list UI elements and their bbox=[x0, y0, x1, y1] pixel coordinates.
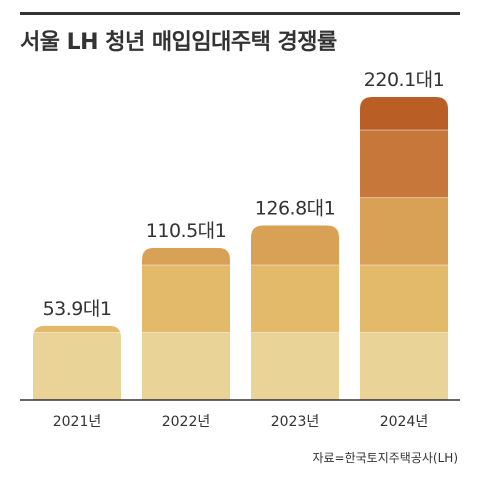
x-tick-label: 2023년 bbox=[271, 414, 320, 430]
bar-band bbox=[360, 332, 448, 400]
bar-band bbox=[251, 225, 339, 266]
bar-band bbox=[33, 325, 121, 334]
bar-band bbox=[142, 247, 230, 266]
data-label: 220.1대1 bbox=[364, 69, 444, 91]
data-label: 126.8대1 bbox=[255, 197, 335, 219]
x-tick-label: 2021년 bbox=[53, 414, 102, 430]
bar bbox=[360, 97, 448, 400]
bar bbox=[33, 325, 121, 400]
bar-band bbox=[360, 265, 448, 334]
bar-band bbox=[142, 265, 230, 334]
data-label: 53.9대1 bbox=[43, 298, 112, 320]
title-rule bbox=[20, 12, 460, 15]
x-tick-label: 2022년 bbox=[162, 414, 211, 430]
bar bbox=[142, 247, 230, 400]
bar-band bbox=[33, 332, 121, 400]
bar bbox=[251, 225, 339, 400]
bars-group bbox=[33, 97, 448, 400]
data-label: 110.5대1 bbox=[146, 220, 226, 242]
data-labels-group: 53.9대1 110.5대1 126.8대1 220.1대1 bbox=[43, 69, 445, 320]
bar-band bbox=[360, 130, 448, 199]
bar-band bbox=[251, 265, 339, 334]
x-tick-labels-group: 2021년 2022년 2023년 2024년 bbox=[53, 414, 429, 430]
x-tick-label: 2024년 bbox=[380, 414, 429, 430]
bar-band bbox=[360, 97, 448, 131]
chart-title: 서울 LH 청년 매입임대주택 경쟁률 bbox=[20, 30, 337, 55]
bar-band bbox=[360, 197, 448, 266]
bar-band bbox=[251, 332, 339, 400]
source-note: 자료=한국토지주택공사(LH) bbox=[312, 451, 458, 465]
bar-band bbox=[142, 332, 230, 400]
